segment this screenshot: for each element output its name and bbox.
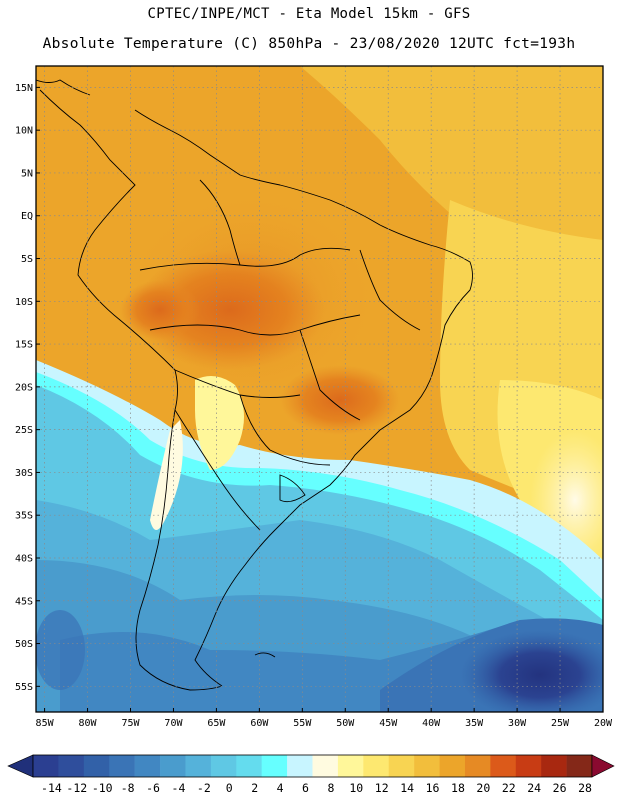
lon-label: 65W [207,718,226,729]
colorbar-label: 8 [327,781,334,795]
colorbar-label: 2 [251,781,258,795]
lat-label: 25S [15,425,33,436]
colorbar-label: -6 [146,781,160,795]
lat-label: 55S [15,682,33,693]
colorbar-swatch [439,755,466,777]
colorbar-label: 16 [426,781,440,795]
lat-label: 40S [15,553,33,564]
lat-label: 5S [21,254,33,265]
temperature-field [36,66,603,712]
lon-label: 75W [121,718,140,729]
colorbar-swatch [261,755,288,777]
colorbar-swatch [33,755,59,777]
lon-label: 40W [422,718,441,729]
colorbar-label: 22 [502,781,516,795]
lon-label: 45W [379,718,398,729]
colorbar-label: 20 [476,781,490,795]
colorbar-swatch [83,755,110,777]
colorbar-label: -14 [41,781,62,795]
colorbar-swatch [160,755,186,777]
lon-label: 25W [551,718,570,729]
colorbar-low-triangle [7,754,34,778]
lat-label: 10N [15,126,33,137]
colorbar-swatch [210,755,237,777]
colorbar-label: 24 [527,781,541,795]
colorbar-label: -2 [197,781,211,795]
colorbar-label: -12 [66,781,87,795]
lat-label: 10S [15,297,33,308]
lon-label: 85W [36,718,55,729]
colorbar-swatch [388,755,415,777]
colorbar-swatch [541,755,567,777]
lon-label: 50W [336,718,355,729]
colorbar-label: 4 [277,781,284,795]
lat-label: 15S [15,340,33,351]
colorbar-label: 14 [400,781,414,795]
colorbar-swatch [414,755,440,777]
colorbar-label: 26 [553,781,567,795]
colorbar-swatch [185,755,212,777]
lat-label: EQ [21,211,33,222]
colorbar-swatch [515,755,542,777]
latitude-axis: 15N 10N 5N EQ 5S 10S 15S 20S 25S 30S 35S 40S 45S 50S 5… [15,83,40,693]
gridlines [36,66,603,712]
colorbar-label: 18 [451,781,465,795]
colorbar-swatch [236,755,262,777]
colorbar-swatch [363,755,390,777]
title-line-1: CPTEC/INPE/MCT - Eta Model 15km - GFS [147,6,471,22]
lat-label: 45S [15,596,33,607]
colorbar-label: 10 [349,781,363,795]
lon-label: 60W [250,718,269,729]
lon-label: 20W [594,718,613,729]
lon-label: 70W [164,718,183,729]
colorbar: -14 -12 -10 -8 -6 -4 -2 0 2 4 6 8 10 12 14 16 18 20 22 24 26… [7,754,615,795]
lon-label: 30W [508,718,527,729]
colorbar-label: -10 [92,781,113,795]
colorbar-swatch [566,755,593,777]
title-line-2: Absolute Temperature (C) 850hPa - 23/08/… [42,36,576,52]
colorbar-label: 28 [578,781,592,795]
colorbar-high-triangle [591,754,615,778]
lat-label: 50S [15,639,33,650]
longitude-axis: 85W 80W 75W 70W 65W 60W 55W 50W 45W 40W 35W 30W 25W 2… [36,708,613,729]
colorbar-swatch [134,755,161,777]
lon-label: 55W [293,718,312,729]
colorbar-label: 12 [375,781,389,795]
lat-label: 20S [15,382,33,393]
colorbar-swatch [312,755,339,777]
lon-label: 80W [79,718,98,729]
map-frame [35,65,604,713]
lon-label: 35W [465,718,484,729]
colorbar-swatch [58,755,85,777]
coastline-overlay [36,79,473,691]
colorbar-label: -8 [121,781,135,795]
lat-label: 35S [15,511,33,522]
colorbar-label: 6 [302,781,309,795]
lat-label: 5N [21,168,33,179]
colorbar-label: -4 [172,781,186,795]
colorbar-label: 0 [226,781,233,795]
lat-label: 30S [15,468,33,479]
colorbar-swatch [337,755,364,777]
colorbar-swatch [464,755,491,777]
lat-label: 15N [15,83,33,94]
colorbar-swatch [109,755,135,777]
colorbar-swatch [490,755,517,777]
colorbar-swatch [287,755,313,777]
